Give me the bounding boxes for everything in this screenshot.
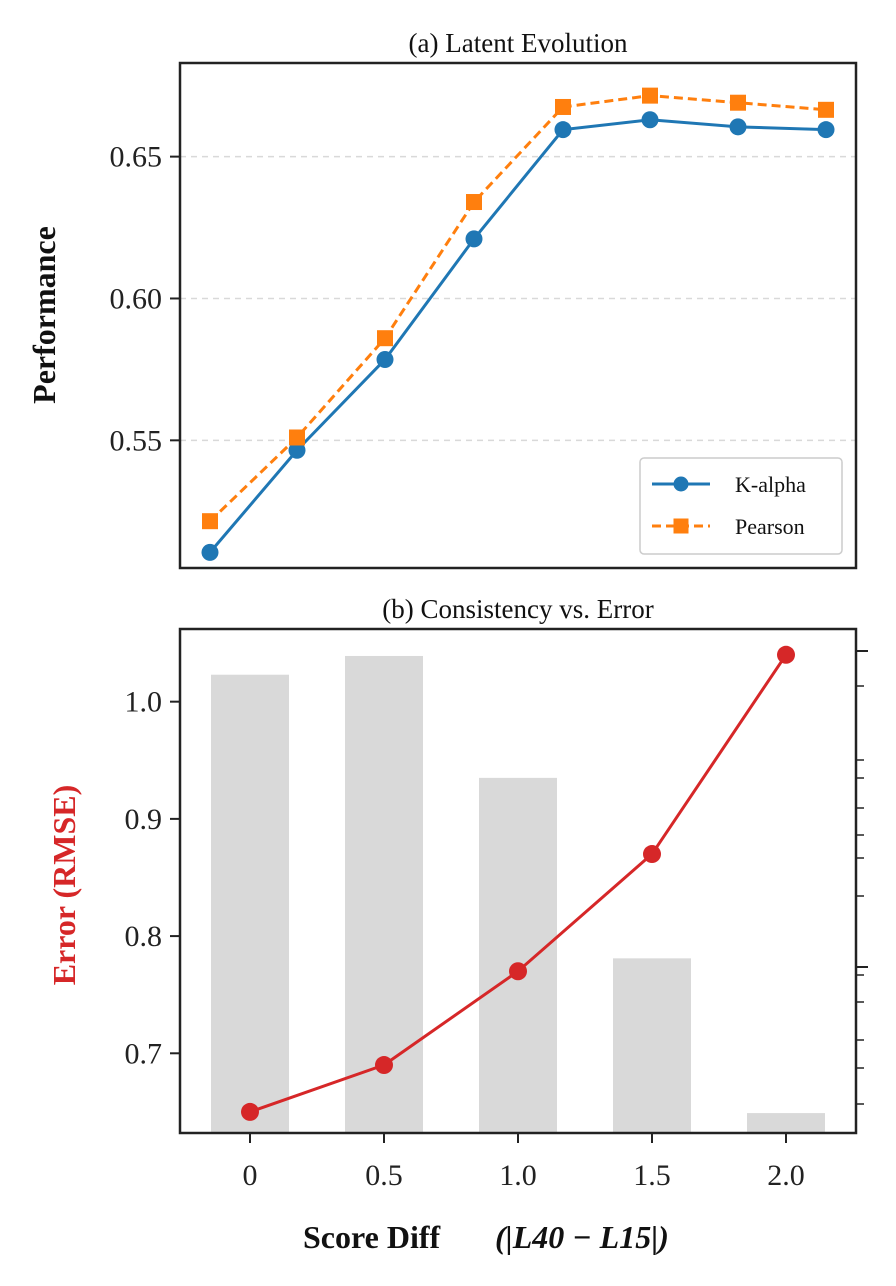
error-point bbox=[509, 962, 527, 981]
series-pearson-point bbox=[818, 101, 834, 118]
panel-b-y-tick-label: 0.9 bbox=[125, 803, 163, 836]
series-k-alpha-line bbox=[208, 118, 827, 554]
legend-kalpha-label: K-alpha bbox=[735, 472, 806, 497]
panel-b-bars bbox=[211, 655, 825, 1133]
series-pearson-point bbox=[377, 330, 393, 347]
consistency-bar bbox=[747, 1113, 825, 1133]
panel-b-y-tick-label: 0.8 bbox=[125, 920, 163, 953]
series-pearson-line bbox=[208, 94, 827, 523]
panel-b-consistency-vs-error: 0.7 0.8 0.9 1.0 0 0.5 1.0 1.5 2.0 (b) Consisten… bbox=[46, 594, 868, 1255]
panel-b-error-line bbox=[241, 645, 795, 1121]
panel-a-y-ticks: 0.55 0.60 0.65 bbox=[110, 141, 180, 457]
panel-a-gridlines bbox=[180, 155, 856, 442]
panel-b-x-tick-label: 2.0 bbox=[767, 1159, 805, 1192]
error-point bbox=[375, 1056, 393, 1075]
panel-a-legend: K-alpha Pearson bbox=[639, 457, 843, 555]
legend-box bbox=[639, 457, 843, 555]
panel-b-y-tick-label: 1.0 bbox=[125, 686, 163, 719]
panel-b-right-axis-ticks bbox=[856, 650, 868, 1105]
series-k-alpha-point bbox=[554, 121, 572, 139]
consistency-bar bbox=[613, 958, 691, 1133]
panel-b-y-tick-label: 0.7 bbox=[125, 1037, 163, 1070]
series-k-alpha-point bbox=[201, 543, 219, 561]
consistency-bar bbox=[345, 655, 423, 1133]
x-axis-label-text: Score Diff bbox=[303, 1219, 440, 1255]
panel-a-frame bbox=[178, 61, 858, 570]
panel-b-x-axis-label: Score Diff (|L40 − L15|) bbox=[303, 1219, 669, 1255]
panel-b-y-axis-label: Error (RMSE) bbox=[46, 785, 82, 986]
series-k-alpha-point bbox=[288, 441, 306, 459]
series-pearson-point bbox=[466, 194, 482, 211]
panel-b-x-tick-label: 0.5 bbox=[365, 1159, 403, 1192]
panel-a-y-tick-label: 0.55 bbox=[110, 424, 163, 457]
series-k-alpha-point bbox=[729, 118, 747, 136]
error-point bbox=[643, 845, 661, 864]
series-pearson-point bbox=[202, 513, 218, 530]
panel-a-y-tick-label: 0.60 bbox=[110, 282, 163, 315]
error-point bbox=[777, 645, 795, 664]
x-axis-label-math: (|L40 − L15|) bbox=[495, 1219, 669, 1255]
series-pearson-point bbox=[642, 87, 658, 104]
legend-pearson-label: Pearson bbox=[735, 514, 805, 539]
series-pearson-point bbox=[730, 94, 746, 111]
panel-b-x-tick-label: 1.5 bbox=[633, 1159, 671, 1192]
panel-a-latent-evolution: 0.55 0.60 0.65 (a) Latent Evolution Perfor… bbox=[26, 28, 858, 570]
panel-b-x-tick-label: 0 bbox=[243, 1159, 258, 1192]
consistency-bar bbox=[479, 777, 557, 1133]
panel-b-x-tick-label: 1.0 bbox=[499, 1159, 537, 1192]
panel-a-title: (a) Latent Evolution bbox=[409, 28, 628, 58]
legend-kalpha-marker bbox=[673, 476, 689, 492]
series-pearson-point bbox=[289, 429, 305, 446]
panel-b-title: (b) Consistency vs. Error bbox=[382, 594, 653, 624]
panel-a-y-tick-label: 0.65 bbox=[110, 141, 163, 174]
series-k-alpha-point bbox=[641, 111, 659, 129]
error-point bbox=[241, 1102, 259, 1121]
series-k-alpha-point bbox=[817, 121, 835, 139]
series-pearson-point bbox=[555, 98, 571, 115]
panel-b-x-ticks: 0 0.5 1.0 1.5 2.0 bbox=[243, 1133, 805, 1192]
consistency-bar bbox=[211, 674, 289, 1133]
panel-a-y-axis-label: Performance bbox=[26, 226, 62, 404]
panel-a-series bbox=[201, 87, 835, 561]
panel-b-y-ticks: 0.7 0.8 0.9 1.0 bbox=[125, 686, 180, 1070]
series-k-alpha-point bbox=[465, 230, 483, 248]
series-k-alpha-point bbox=[376, 350, 394, 368]
legend-pearson-marker bbox=[673, 518, 689, 534]
